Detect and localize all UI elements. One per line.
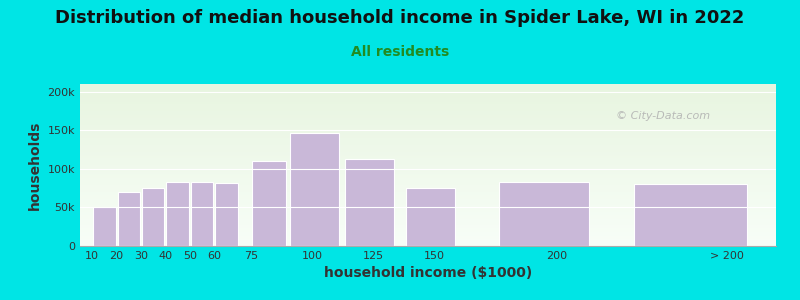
- Bar: [166, 182, 189, 246]
- Y-axis label: households: households: [28, 120, 42, 210]
- Bar: [215, 183, 238, 246]
- Bar: [93, 207, 116, 246]
- Bar: [118, 192, 140, 246]
- Bar: [406, 188, 455, 246]
- Text: Distribution of median household income in Spider Lake, WI in 2022: Distribution of median household income …: [55, 9, 745, 27]
- Bar: [499, 182, 589, 246]
- Bar: [290, 133, 339, 246]
- Text: © City-Data.com: © City-Data.com: [616, 111, 710, 122]
- Text: All residents: All residents: [351, 45, 449, 59]
- Bar: [191, 182, 214, 246]
- Bar: [142, 188, 165, 246]
- X-axis label: household income ($1000): household income ($1000): [324, 266, 532, 280]
- Bar: [345, 159, 394, 246]
- Bar: [253, 161, 286, 246]
- Bar: [634, 184, 746, 246]
